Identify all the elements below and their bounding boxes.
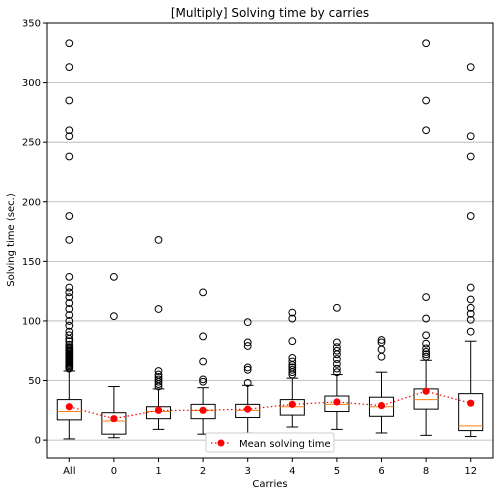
y-axis-label: Solving time (sec.) [6, 193, 17, 287]
mean-point [155, 407, 162, 414]
mean-point [200, 407, 207, 414]
x-tick-label: 3 [245, 466, 251, 477]
mean-point [378, 402, 385, 409]
mean-point [244, 406, 251, 413]
legend-label: Mean solving time [239, 439, 331, 450]
legend-marker [218, 440, 225, 447]
y-tick-label: 300 [22, 78, 41, 89]
y-tick-label: 200 [22, 197, 41, 208]
y-tick-label: 350 [22, 19, 41, 30]
mean-point [289, 401, 296, 408]
chart-title: [Multiply] Solving time by carries [171, 6, 369, 20]
x-tick-label: 4 [289, 466, 295, 477]
x-tick-label: 8 [423, 466, 429, 477]
mean-point [110, 415, 117, 422]
x-tick-label: 12 [464, 466, 477, 477]
y-tick-label: 0 [35, 436, 41, 447]
x-tick-label: All [63, 466, 75, 477]
x-tick-label: 2 [200, 466, 206, 477]
legend: Mean solving time [206, 433, 334, 452]
x-axis-label: Carries [252, 479, 287, 490]
x-tick-label: 0 [111, 466, 117, 477]
y-tick-label: 250 [22, 138, 41, 149]
x-tick-label: 1 [155, 466, 161, 477]
y-tick-label: 150 [22, 257, 41, 268]
x-tick-label: 6 [378, 466, 384, 477]
mean-point [66, 403, 73, 410]
mean-point [333, 398, 340, 405]
y-tick-label: 100 [22, 316, 41, 327]
mean-point [467, 400, 474, 407]
y-tick-label: 50 [28, 376, 41, 387]
x-tick-label: 5 [334, 466, 340, 477]
mean-point [423, 388, 430, 395]
